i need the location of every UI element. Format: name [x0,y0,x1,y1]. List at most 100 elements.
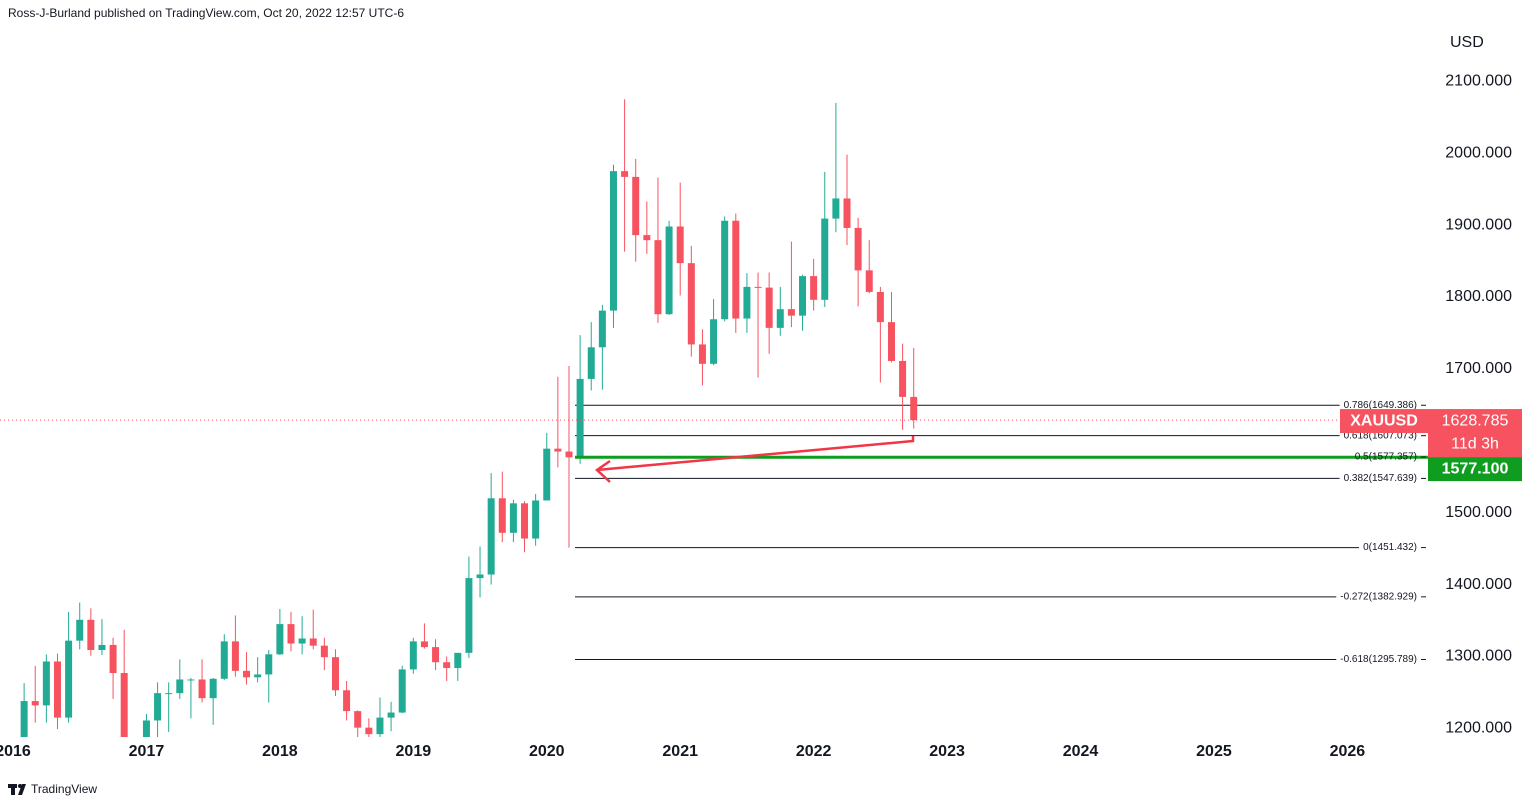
candle-body [843,198,851,228]
candle-body [776,309,784,328]
candle-body [31,701,39,706]
candle-body [331,657,339,691]
fib-level-label: -0.272(1382.929) [1340,591,1417,602]
candle-body [476,574,484,579]
horizontal-level-box [1428,457,1522,482]
x-tick-label: 2017 [129,743,165,760]
candle-body [576,378,584,458]
fib-level-label: 0.786(1649.386) [1344,400,1417,411]
candle-body [187,679,195,681]
candle-body [609,171,617,311]
candle-body [743,286,751,319]
y-tick-label: 1200.000 [1445,720,1512,737]
candle-body [42,661,50,706]
candle-body [465,578,473,653]
candle-body [287,624,295,644]
candle-body [854,227,862,271]
candle-body [543,448,551,501]
candle-body [487,498,495,575]
countdown-label: 11d 3h [1451,435,1499,452]
candle-body [632,176,640,236]
candle-body [643,235,651,241]
candle-body [409,641,417,670]
y-tick-label: 1700.000 [1445,360,1512,377]
candle-body [587,347,595,379]
fib-level-label: 0.618(1607.073) [1344,430,1417,441]
candle-body [309,638,317,646]
fib-level-label: 0(1451.432) [1363,542,1417,553]
y-tick-label: 2100.000 [1445,72,1512,89]
overlay [595,436,915,483]
candle-body [142,720,150,737]
candle-body [65,640,73,718]
x-tick-label: 2022 [796,743,832,760]
plot-area [0,99,1428,737]
arrow-head [595,459,611,483]
y-tick-label: 1300.000 [1445,648,1512,665]
candle-body [665,226,673,315]
candle-body [865,270,873,292]
fib-level-label: 0.5(1577.357) [1355,452,1417,463]
y-tick-label: 1500.000 [1445,504,1512,521]
candle-body [498,498,506,533]
candle-body [454,652,462,668]
x-tick-label: 2026 [1330,743,1366,760]
candle-body [787,309,795,316]
candle-body [420,641,428,648]
candle-body [98,644,106,650]
candle-body [109,644,117,674]
fib-level-label: 0.382(1547.639) [1344,473,1417,484]
x-tick-label: 2024 [1063,743,1099,760]
x-tick-label: 2019 [396,743,432,760]
candle-body [365,727,373,735]
fib-level-label: -0.618(1295.789) [1340,654,1417,665]
candle-body [598,310,606,348]
candle-body [799,276,807,316]
candle-body [810,276,818,300]
candle-body [654,240,662,315]
logo-mark [18,784,26,795]
candle-body [887,322,895,361]
candle-body [565,451,573,458]
candle-body [76,619,84,641]
candle-body [320,645,328,658]
candle-body [876,291,884,323]
candle-body [343,690,351,712]
x-tick-label: 2021 [662,743,698,760]
candle-body [721,220,729,320]
axes: 1200.0001300.0001400.0001500.0001600.000… [0,72,1522,760]
candle-body [254,674,262,678]
candle-body [832,198,840,219]
candle-body [621,171,629,177]
y-tick-label: 1900.000 [1445,216,1512,233]
candle-body [710,319,718,364]
candle-body [231,641,239,671]
horizontal-level-label: 1577.100 [1442,460,1509,477]
candle-body [243,670,251,678]
candle-body [220,641,228,679]
last-price-box [1428,409,1522,458]
symbol-label: XAUUSD [1350,412,1418,429]
candle-body [732,220,740,319]
x-tick-label: 2020 [529,743,565,760]
y-axis-unit: USD [1450,34,1484,51]
candle-body [53,661,61,718]
candle-body [443,662,451,668]
arrow-drawing [596,436,915,472]
candle-body [120,673,128,737]
candle-body [387,712,395,718]
candle-body [276,624,284,655]
candle-body [20,701,28,737]
candle-body [821,218,829,300]
candle-body [910,396,918,421]
candle-body [754,286,762,288]
candle-body [198,679,206,699]
candle-body [154,693,162,721]
x-tick-label: 2016 [0,743,31,760]
x-tick-label: 2023 [929,743,965,760]
y-tick-label: 2000.000 [1445,144,1512,161]
candle-body [765,287,773,328]
y-tick-label: 1400.000 [1445,576,1512,593]
